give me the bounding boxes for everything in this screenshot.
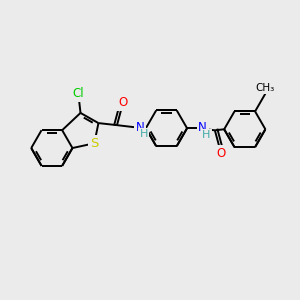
- Text: S: S: [90, 137, 98, 150]
- Text: H: H: [202, 130, 211, 140]
- Text: H: H: [140, 129, 148, 139]
- Text: Cl: Cl: [73, 87, 84, 100]
- Text: O: O: [217, 147, 226, 160]
- Text: N: N: [136, 121, 144, 134]
- Text: N: N: [198, 121, 207, 134]
- Text: CH₃: CH₃: [256, 82, 275, 93]
- Text: O: O: [119, 96, 128, 109]
